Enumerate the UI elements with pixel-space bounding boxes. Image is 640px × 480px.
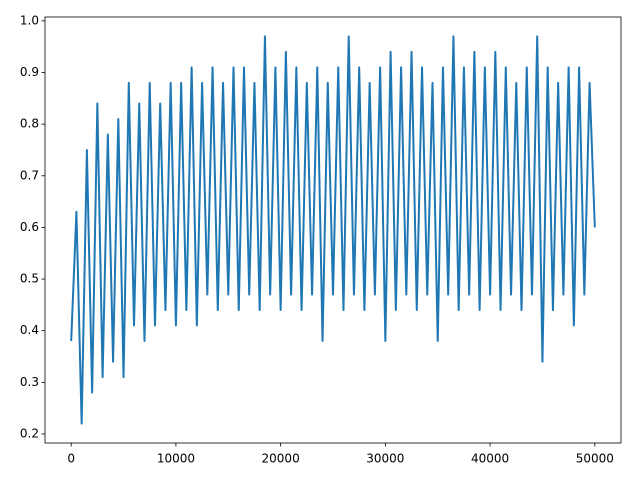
y-tick-label: 0.4: [20, 323, 39, 337]
x-tick-label: 0: [67, 452, 75, 466]
axes-frame: [44, 16, 622, 444]
x-tick-label: 50000: [576, 452, 614, 466]
data-line: [70, 35, 596, 425]
y-tick-label: 1.0: [20, 13, 39, 27]
x-tick-label: 10000: [157, 452, 195, 466]
y-tick-label: 0.8: [20, 117, 39, 131]
y-tick-label: 0.2: [20, 426, 39, 440]
x-tick-label: 30000: [366, 452, 404, 466]
x-tick-label: 40000: [471, 452, 509, 466]
x-tick-label: 20000: [262, 452, 300, 466]
plot-area: [70, 35, 596, 425]
y-tick-label: 0.3: [20, 375, 39, 389]
y-tick-label: 0.5: [20, 272, 39, 286]
y-tick-label: 0.6: [20, 220, 39, 234]
y-tick-label: 0.7: [20, 168, 39, 182]
y-tick-label: 0.9: [20, 65, 39, 79]
